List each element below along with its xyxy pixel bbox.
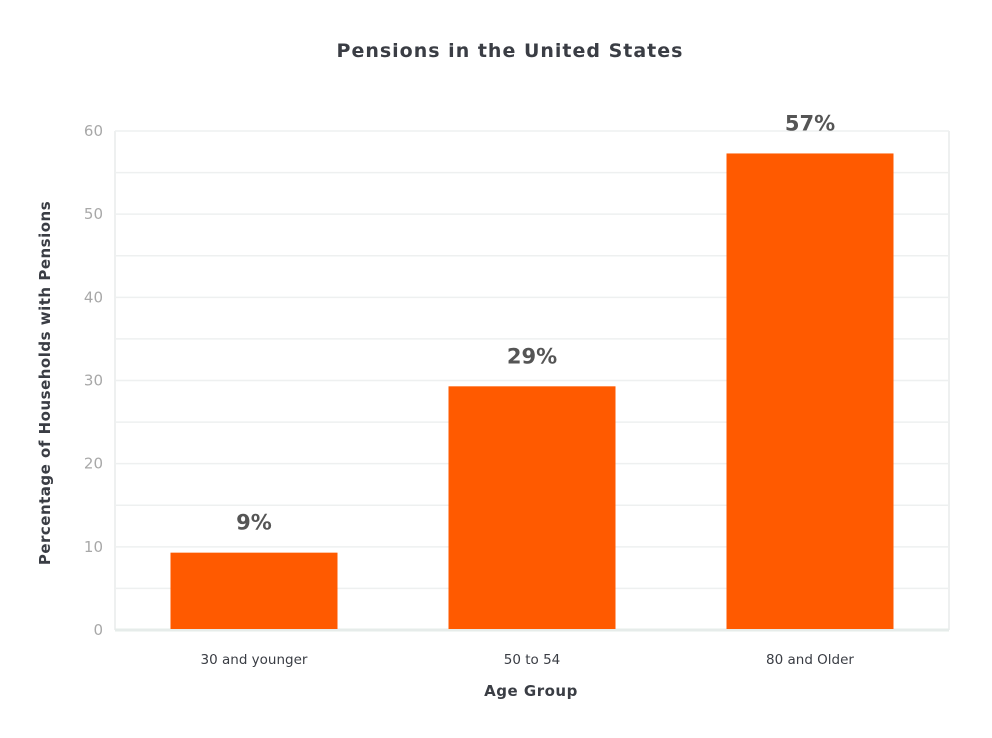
chart-title: Pensions in the United States (337, 40, 684, 62)
x-tick-label: 50 to 54 (504, 652, 561, 668)
data-labels: 9% 29% 57% (236, 111, 835, 534)
y-tick-label: 50 (84, 205, 103, 223)
x-axis-label: Age Group (484, 682, 578, 700)
bars (170, 153, 894, 629)
y-tick-label: 30 (84, 372, 103, 390)
y-tick-label: 10 (84, 538, 103, 556)
y-tick-label: 40 (84, 288, 103, 306)
y-tick-label: 20 (84, 455, 103, 473)
data-label: 57% (785, 111, 835, 135)
bar (448, 386, 616, 629)
x-tick-label: 30 and younger (201, 652, 308, 668)
y-tick-label: 0 (93, 621, 103, 639)
bar (170, 552, 338, 629)
y-tick-label: 60 (84, 122, 103, 140)
data-label: 9% (236, 511, 272, 535)
x-axis-ticks: 30 and younger 50 to 54 80 and Older (201, 652, 855, 668)
data-label: 29% (507, 344, 557, 368)
y-axis-ticks: 0 10 20 30 40 50 60 (84, 122, 103, 639)
x-tick-label: 80 and Older (766, 652, 854, 668)
bar (726, 153, 894, 629)
y-axis-label: Percentage of Households with Pensions (36, 201, 54, 565)
